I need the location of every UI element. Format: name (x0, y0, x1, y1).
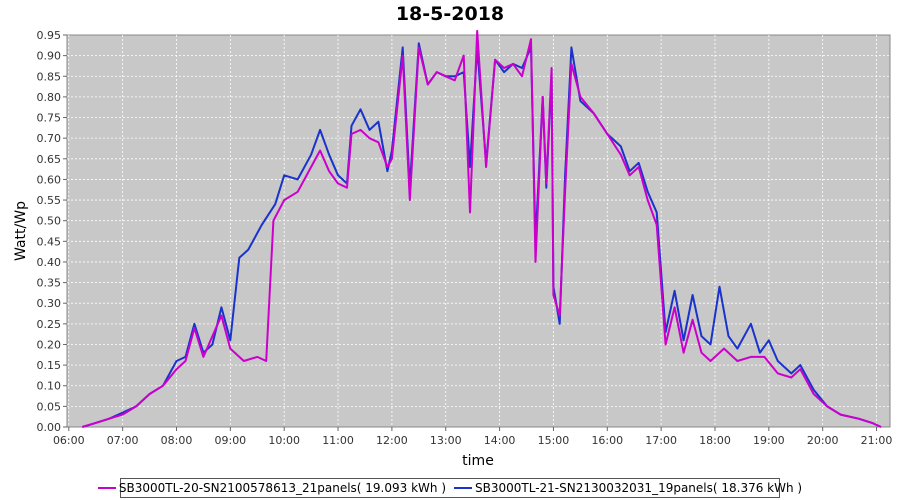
y-axis: 0.00 0.05 0.10 0.15 0.20 0.25 0.30 0.35 0.40 0.45… (37, 29, 67, 434)
y-tick-label: 0.70 (37, 132, 62, 145)
series-line-1 (82, 29, 882, 428)
y-tick-label: 0.00 (37, 421, 62, 434)
legend-label-series-1: SB3000TL-20-SN2100578613_21panels( 19.09… (118, 481, 446, 495)
y-tick-label: 0.75 (37, 112, 62, 125)
y-tick-label: 0.15 (37, 359, 62, 372)
x-tick-label: 13:00 (430, 434, 462, 447)
y-tick-label: 0.55 (37, 194, 62, 207)
x-tick-label: 10:00 (268, 434, 300, 447)
plot-background (66, 34, 891, 428)
y-tick-label: 0.40 (37, 256, 62, 269)
y-tick-label: 0.20 (37, 338, 62, 351)
x-tick-label: 16:00 (591, 434, 623, 447)
y-tick-label: 0.10 (37, 380, 62, 393)
x-tick-label: 09:00 (214, 434, 246, 447)
y-tick-label: 0.45 (37, 235, 62, 248)
x-tick-label: 06:00 (53, 434, 85, 447)
legend-label-series-2: SB3000TL-21-SN2130032031_19panels( 18.37… (475, 481, 803, 495)
x-tick-label: 18:00 (699, 434, 731, 447)
y-tick-label: 0.80 (37, 91, 62, 104)
legend: SB3000TL-20-SN2100578613_21panels( 19.09… (97, 478, 802, 498)
x-tick-label: 11:00 (322, 434, 354, 447)
x-tick-label: 20:00 (807, 434, 839, 447)
y-tick-label: 0.85 (37, 70, 62, 83)
x-tick-label: 21:00 (861, 434, 893, 447)
legend-item-series-2: SB3000TL-21-SN2130032031_19panels( 18.37… (454, 481, 802, 495)
x-tick-label: 14:00 (484, 434, 516, 447)
y-tick-label: 0.30 (37, 297, 62, 310)
y-tick-label: 0.35 (37, 277, 62, 290)
x-axis: 06:00 07:00 08:00 09:00 10:00 11:00 12:00 13:00… (53, 427, 892, 447)
y-tick-label: 0.50 (37, 215, 62, 228)
series-lines (82, 29, 882, 428)
x-tick-label: 08:00 (161, 434, 193, 447)
y-tick-label: 0.90 (37, 50, 62, 63)
y-tick-label: 0.25 (37, 318, 62, 331)
x-tick-label: 19:00 (753, 434, 785, 447)
chart-title: 18-5-2018 (395, 3, 505, 25)
legend-swatch-series-2 (454, 487, 472, 489)
y-tick-label: 0.95 (37, 29, 62, 42)
grid-lines (67, 35, 890, 427)
x-axis-label: time (462, 453, 494, 469)
y-tick-label: 0.65 (37, 153, 62, 166)
line-chart: 0.00 0.05 0.10 0.15 0.20 0.25 0.30 0.35 0.40 0.45… (13, 29, 892, 469)
x-tick-label: 07:00 (107, 434, 139, 447)
legend-swatch-series-1 (97, 487, 116, 489)
x-tick-label: 12:00 (376, 434, 408, 447)
y-tick-label: 0.05 (37, 400, 62, 413)
y-tick-label: 0.60 (37, 173, 62, 186)
x-tick-label: 15:00 (538, 434, 570, 447)
y-axis-label: Watt/Wp (13, 201, 29, 261)
x-tick-label: 17:00 (645, 434, 677, 447)
legend-item-series-1: SB3000TL-20-SN2100578613_21panels( 19.09… (97, 481, 446, 495)
